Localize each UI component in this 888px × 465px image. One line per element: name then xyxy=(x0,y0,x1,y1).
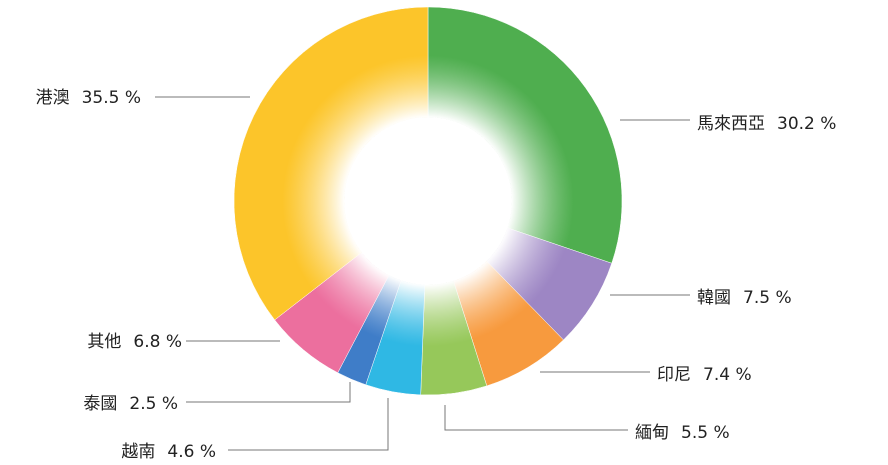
category-label: 印尼 xyxy=(657,365,691,385)
category-label: 韓國 xyxy=(697,288,731,308)
slice-label: 泰國 2.5 % xyxy=(83,394,178,414)
value-label: 30.2 % xyxy=(777,114,836,134)
category-label: 越南 xyxy=(121,442,155,462)
slice-label: 印尼 7.4 % xyxy=(657,365,752,385)
value-label: 6.8 % xyxy=(133,332,182,352)
category-label: 港澳 xyxy=(36,88,70,108)
category-label: 馬來西亞 xyxy=(697,114,765,134)
category-label: 其他 xyxy=(87,332,121,352)
value-label: 5.5 % xyxy=(681,423,730,443)
slice-label: 越南 4.6 % xyxy=(121,442,216,462)
value-label: 7.4 % xyxy=(703,365,752,385)
value-label: 2.5 % xyxy=(129,394,178,414)
value-label: 7.5 % xyxy=(743,288,792,308)
leader-line xyxy=(228,398,389,451)
slice xyxy=(233,6,429,321)
value-label: 4.6 % xyxy=(167,442,216,462)
slice-label: 馬來西亞 30.2 % xyxy=(697,114,836,134)
slice-label: 韓國 7.5 % xyxy=(697,288,792,308)
slice-label: 其他 6.8 % xyxy=(87,332,182,352)
slice-label: 港澳 35.5 % xyxy=(36,88,141,108)
category-label: 泰國 xyxy=(83,394,117,414)
category-label: 緬甸 xyxy=(635,423,669,443)
leader-line xyxy=(186,382,351,403)
slice-label: 緬甸 5.5 % xyxy=(635,423,730,443)
slice xyxy=(427,6,623,264)
value-label: 35.5 % xyxy=(82,88,141,108)
leader-line xyxy=(444,405,628,431)
